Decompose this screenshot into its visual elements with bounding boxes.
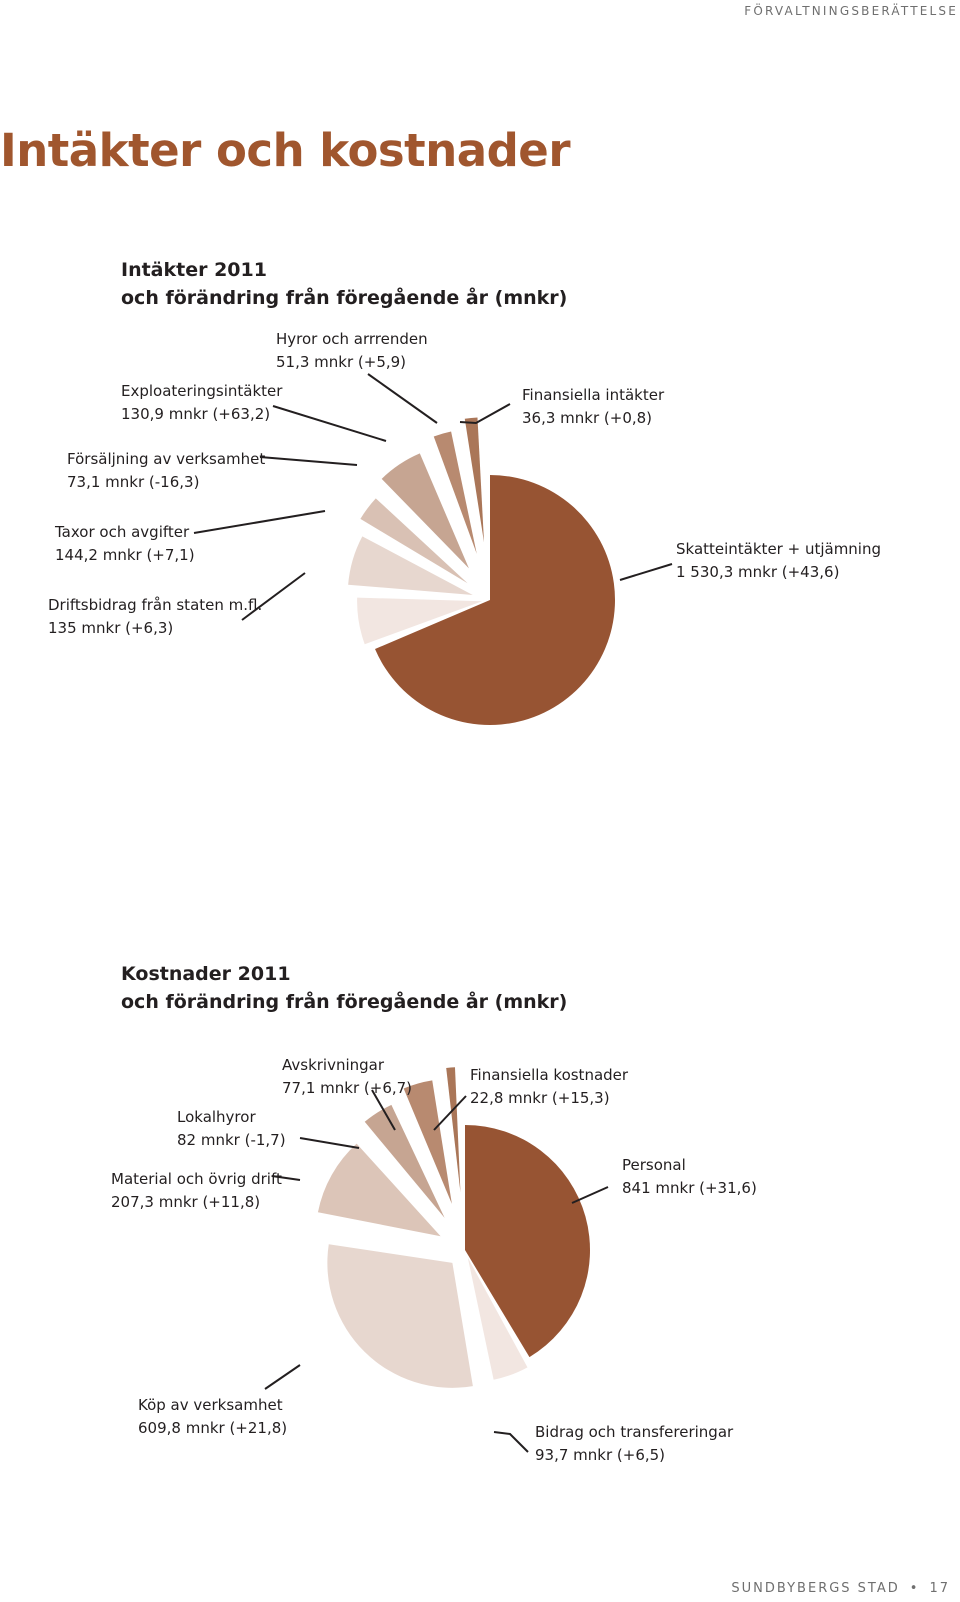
slice-label-personal: Personal <box>622 1156 686 1174</box>
income-pie <box>348 417 616 725</box>
pie-slice-kop-av-verksamhet <box>327 1244 473 1388</box>
income-chart-title-line-1: Intäkter 2011 <box>121 259 267 281</box>
income-leader-lines <box>193 373 673 621</box>
slice-value-bidrag-och-transfereringar: 93,7 mnkr (+6,5) <box>535 1446 665 1464</box>
slice-label-exploateringsintakter: Exploateringsintäkter <box>121 382 283 400</box>
income-chart-title: Intäkter 2011 och förändring från föregå… <box>121 256 567 312</box>
slice-label-kop-av-verksamhet: Köp av verksamhet <box>138 1396 283 1414</box>
cost-chart-title-line-1: Kostnader 2011 <box>121 963 291 985</box>
slice-value-finansiella-kostnader: 22,8 mnkr (+15,3) <box>470 1089 610 1107</box>
leader-line-taxor-och-avgifter <box>193 510 326 534</box>
leader-line-personal <box>571 1186 609 1204</box>
slice-label-avskrivningar: Avskrivningar <box>282 1056 385 1074</box>
leader-line-finansiella-intakter <box>459 403 511 425</box>
pie-slice-bidrag-och-transfereringar <box>467 1257 528 1380</box>
income-chart-title-line-2: och förändring från föregående år (mnkr) <box>121 287 568 309</box>
slice-value-exploateringsintakter: 130,9 mnkr (+63,2) <box>121 405 270 423</box>
leader-line-hyror-och-arrrenden <box>367 373 438 424</box>
slice-value-forsaljning-av-verksamhet: 73,1 mnkr (-16,3) <box>67 473 199 491</box>
leader-line-driftsbidrag-fran-staten-m-fl <box>241 572 306 621</box>
slice-value-kop-av-verksamhet: 609,8 mnkr (+21,8) <box>138 1419 287 1437</box>
slice-label-finansiella-intakter: Finansiella intäkter <box>522 386 665 404</box>
pie-slice-personal <box>465 1125 591 1358</box>
slice-value-lokalhyror: 82 mnkr (-1,7) <box>177 1131 286 1149</box>
pie-slice-finansiella-intakter <box>464 417 485 543</box>
cost-leader-lines <box>264 1089 609 1453</box>
pie-slice-hyror-och-arrrenden <box>433 431 477 554</box>
leader-line-exploateringsintakter <box>272 405 387 442</box>
slice-label-taxor-och-avgifter: Taxor och avgifter <box>54 523 190 541</box>
slice-label-finansiella-kostnader: Finansiella kostnader <box>470 1066 629 1084</box>
slice-label-driftsbidrag-fran-staten-m-fl: Driftsbidrag från staten m.fl. <box>48 596 262 614</box>
slice-label-lokalhyror: Lokalhyror <box>177 1108 256 1126</box>
cost-pie <box>317 1067 591 1388</box>
slice-label-forsaljning-av-verksamhet: Försäljning av verksamhet <box>67 450 265 468</box>
footer-page-number: 17 <box>929 1581 950 1596</box>
slice-value-hyror-och-arrrenden: 51,3 mnkr (+5,9) <box>276 353 406 371</box>
leader-line-finansiella-kostnader <box>433 1095 467 1131</box>
cost-labels: Personal 841 mnkr (+31,6) Bidrag och trans… <box>111 1056 757 1464</box>
leader-line-material-och-ovrig-drift <box>271 1175 301 1181</box>
slice-value-taxor-och-avgifter: 144,2 mnkr (+7,1) <box>55 546 195 564</box>
pie-slice-exploateringsintakter <box>381 453 469 569</box>
slice-value-avskrivningar: 77,1 mnkr (+6,7) <box>282 1079 412 1097</box>
income-labels: Skatteintäkter + utjämning 1 530,3 mnkr (… <box>48 330 881 637</box>
pie-slice-lokalhyror <box>364 1104 445 1218</box>
slice-label-material-och-ovrig-drift: Material och övrig drift <box>111 1170 282 1188</box>
footer-publisher: SUNDBYBERGS STAD <box>731 1581 900 1596</box>
leader-line-skatteintakter-utjamning <box>619 563 673 581</box>
leader-line-forsaljning-av-verksamhet <box>259 456 358 466</box>
cost-chart-title: Kostnader 2011 och förändring från föreg… <box>121 960 567 1016</box>
slice-label-bidrag-och-transfereringar: Bidrag och transfereringar <box>535 1423 734 1441</box>
leader-line-bidrag-och-transfereringar <box>493 1431 529 1453</box>
pie-slice-avskrivningar <box>403 1080 452 1204</box>
section-header: FÖRVALTNINGSBERÄTTELSE <box>744 4 958 18</box>
pie-slice-driftsbidrag-fran-staten-m-fl <box>357 597 483 645</box>
leader-line-lokalhyror <box>299 1137 360 1149</box>
slice-value-skatteintakter-utjamning: 1 530,3 mnkr (+43,6) <box>676 563 839 581</box>
slice-label-hyror-och-arrrenden: Hyror och arrrenden <box>276 330 428 348</box>
pie-slice-forsaljning-av-verksamhet <box>360 498 468 584</box>
slice-value-personal: 841 mnkr (+31,6) <box>622 1179 757 1197</box>
leader-line-kop-av-verksamhet <box>264 1364 301 1390</box>
footer-separator: • <box>909 1581 920 1596</box>
slice-value-material-och-ovrig-drift: 207,3 mnkr (+11,8) <box>111 1193 260 1211</box>
slice-value-finansiella-intakter: 36,3 mnkr (+0,8) <box>522 409 652 427</box>
slice-label-skatteintakter-utjamning: Skatteintäkter + utjämning <box>676 540 881 558</box>
pie-slice-material-och-ovrig-drift <box>317 1143 441 1237</box>
page-footer: SUNDBYBERGS STAD • 17 <box>731 1581 950 1596</box>
cost-chart-title-line-2: och förändring från föregående år (mnkr) <box>121 991 568 1013</box>
pie-slice-skatteintakter-utjamning <box>375 475 616 725</box>
pie-slice-finansiella-kostnader <box>446 1067 461 1193</box>
page-title: Intäkter och kostnader <box>0 124 571 177</box>
pie-slice-taxor-och-avgifter <box>348 536 473 595</box>
slice-value-driftsbidrag-fran-staten-m-fl: 135 mnkr (+6,3) <box>48 619 173 637</box>
leader-line-avskrivningar <box>371 1089 396 1131</box>
